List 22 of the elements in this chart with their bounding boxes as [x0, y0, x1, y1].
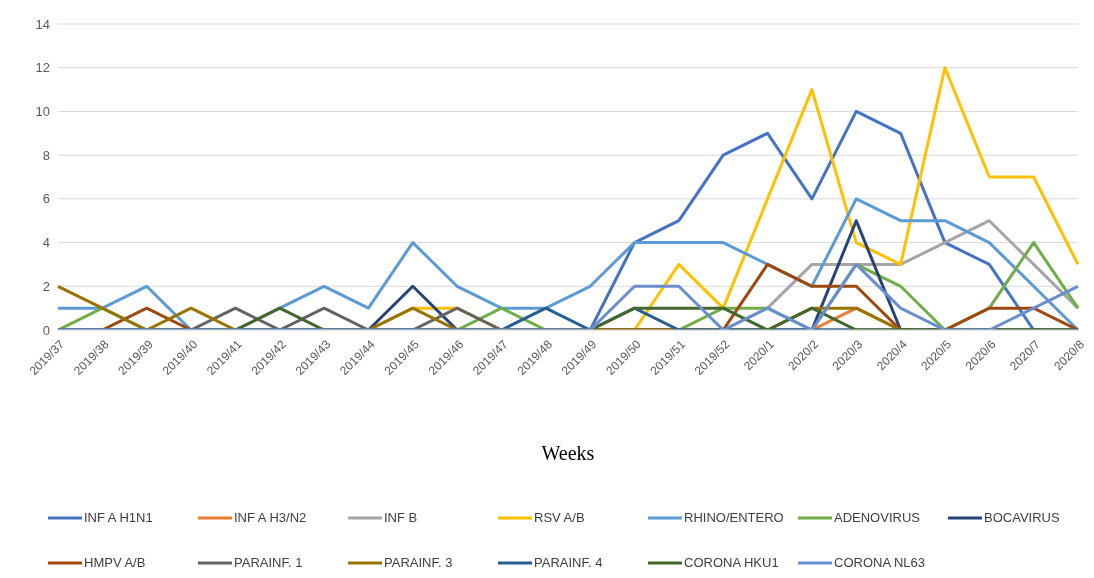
- y-tick-label: 10: [35, 104, 50, 120]
- legend-label: ADENOVIRUS: [834, 510, 920, 525]
- legend-label: PARAINF. 4: [534, 555, 603, 570]
- y-tick-label: 8: [42, 147, 50, 163]
- legend-label: PARAINF. 1: [234, 555, 303, 570]
- y-tick-label: 2: [42, 278, 50, 294]
- legend-label: HMPV A/B: [84, 555, 146, 570]
- legend-label: INF A H1N1: [84, 510, 153, 525]
- legend-label: RSV A/B: [534, 510, 585, 525]
- y-tick-label: 12: [35, 60, 50, 76]
- legend-label: BOCAVIRUS: [984, 510, 1060, 525]
- legend-label: INF B: [384, 510, 418, 525]
- y-tick-label: 4: [42, 235, 50, 251]
- x-axis-title: Weeks: [541, 442, 595, 464]
- legend-label: INF A H3/N2: [234, 510, 307, 525]
- legend-label: CORONA NL63: [834, 555, 926, 570]
- y-tick-label: 6: [42, 191, 50, 207]
- legend-label: PARAINF. 3: [384, 555, 453, 570]
- legend-label: CORONA HKU1: [684, 555, 779, 570]
- y-tick-label: 0: [42, 322, 50, 338]
- legend-label: RHINO/ENTERO: [684, 510, 784, 525]
- y-tick-label: 14: [35, 16, 50, 32]
